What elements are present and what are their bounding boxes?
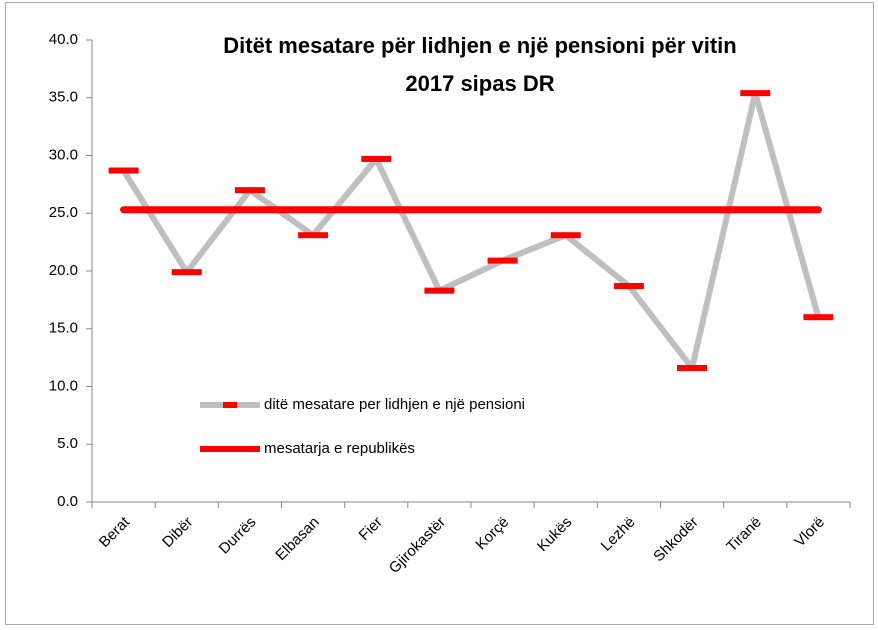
y-tick-label: 10.0 [49,377,78,394]
y-tick-label: 20.0 [49,262,78,279]
marker [424,287,455,294]
chart-title: 2017 sipas DR [405,71,554,96]
legend-label: ditë mesatare per lidhjen e një pensioni [264,396,525,413]
marker [613,283,644,290]
marker [677,365,708,372]
line-series [120,90,822,372]
y-tick-label: 40.0 [49,31,78,48]
marker [550,232,581,239]
marker [803,314,834,321]
y-tick-label: 15.0 [49,320,78,337]
y-tick-label: 25.0 [49,204,78,221]
y-tick-label: 5.0 [57,435,78,452]
marker [740,90,771,97]
marker [234,187,265,194]
marker [298,232,329,239]
y-tick-label: 30.0 [49,146,78,163]
marker [487,257,518,264]
y-tick-label: 35.0 [49,89,78,106]
marker [108,167,139,174]
chart-title: Ditët mesatare për lidhjen e një pension… [223,33,736,58]
y-tick-label: 0.0 [57,493,78,510]
legend-marker [223,402,237,408]
chart-frame [5,2,874,625]
legend-label: mesatarja e republikës [264,440,415,457]
marker [361,155,392,162]
marker [171,269,202,276]
